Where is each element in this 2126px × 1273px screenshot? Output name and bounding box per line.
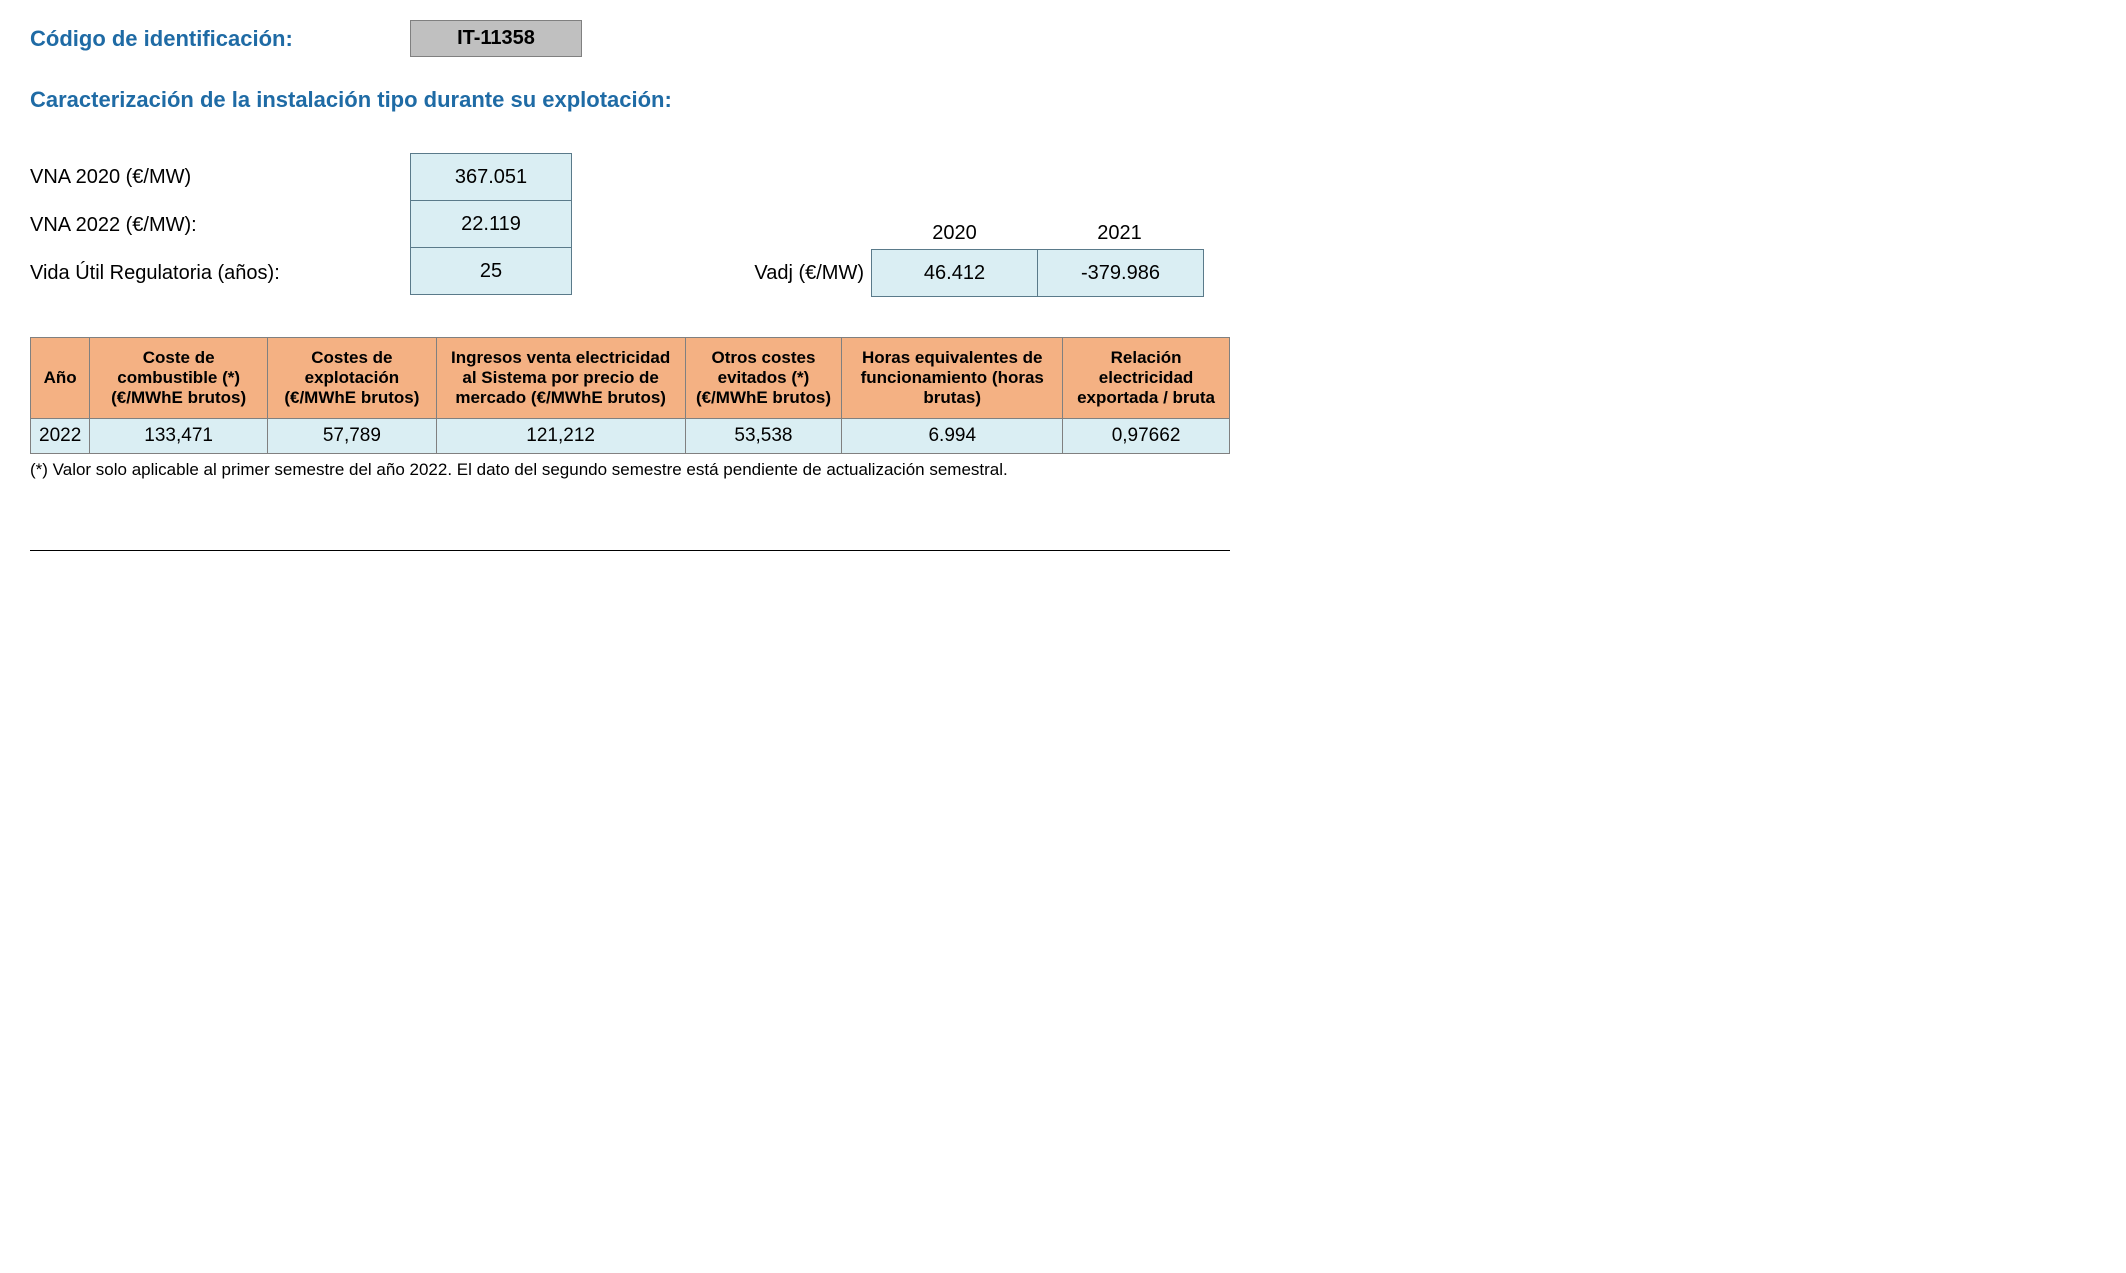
table-cell: 6.994 xyxy=(842,419,1063,454)
col-header: Otros costes evitados (*) (€/MWhE brutos… xyxy=(685,338,842,419)
main-table: Año Coste de combustible (*) (€/MWhE bru… xyxy=(30,337,1230,454)
vadj-block: 2020 2021 Vadj (€/MW) 46.412 -379.986 xyxy=(752,153,1204,297)
param-value: 25 xyxy=(410,247,572,295)
param-value: 367.051 xyxy=(410,153,572,201)
header-row: Código de identificación: IT-11358 xyxy=(30,20,2096,57)
section-title: Caracterización de la instalación tipo d… xyxy=(30,87,2096,113)
table-header-row: Año Coste de combustible (*) (€/MWhE bru… xyxy=(31,338,1230,419)
vadj-year: 2021 xyxy=(1037,222,1202,245)
table-cell: 2022 xyxy=(31,419,90,454)
table-cell: 53,538 xyxy=(685,419,842,454)
vadj-cell: -379.986 xyxy=(1037,249,1204,297)
table-row: 2022 133,471 57,789 121,212 53,538 6.994… xyxy=(31,419,1230,454)
footnote: (*) Valor solo aplicable al primer semes… xyxy=(30,460,2096,480)
table-cell: 121,212 xyxy=(436,419,685,454)
table-cell: 0,97662 xyxy=(1063,419,1230,454)
table-cell: 57,789 xyxy=(268,419,437,454)
code-value-box: IT-11358 xyxy=(410,20,582,57)
table-head: Año Coste de combustible (*) (€/MWhE bru… xyxy=(31,338,1230,419)
col-header: Año xyxy=(31,338,90,419)
col-header: Relación electricidad exportada / bruta xyxy=(1063,338,1230,419)
param-value: 22.119 xyxy=(410,200,572,248)
param-label: VNA 2022 (€/MW): xyxy=(30,201,410,249)
vadj-year: 2020 xyxy=(872,222,1037,245)
vadj-cell: 46.412 xyxy=(871,249,1038,297)
vadj-spacer xyxy=(752,222,872,245)
col-header: Costes de explotación (€/MWhE brutos) xyxy=(268,338,437,419)
vadj-values-row: Vadj (€/MW) 46.412 -379.986 xyxy=(752,249,1204,297)
param-values: 367.051 22.119 25 xyxy=(410,153,572,297)
vadj-label: Vadj (€/MW) xyxy=(752,262,872,285)
table-cell: 133,471 xyxy=(90,419,268,454)
params-block: VNA 2020 (€/MW) VNA 2022 (€/MW): Vida Út… xyxy=(30,153,2096,297)
param-label: VNA 2020 (€/MW) xyxy=(30,153,410,201)
col-header: Horas equivalentes de funcionamiento (ho… xyxy=(842,338,1063,419)
vadj-years-row: 2020 2021 xyxy=(752,222,1204,245)
col-header: Ingresos venta electricidad al Sistema p… xyxy=(436,338,685,419)
param-label: Vida Útil Regulatoria (años): xyxy=(30,249,410,297)
divider-line xyxy=(30,550,1230,551)
table-body: 2022 133,471 57,789 121,212 53,538 6.994… xyxy=(31,419,1230,454)
code-label: Código de identificación: xyxy=(30,26,410,52)
col-header: Coste de combustible (*) (€/MWhE brutos) xyxy=(90,338,268,419)
params-left: VNA 2020 (€/MW) VNA 2022 (€/MW): Vida Út… xyxy=(30,153,572,297)
param-labels: VNA 2020 (€/MW) VNA 2022 (€/MW): Vida Út… xyxy=(30,153,410,297)
